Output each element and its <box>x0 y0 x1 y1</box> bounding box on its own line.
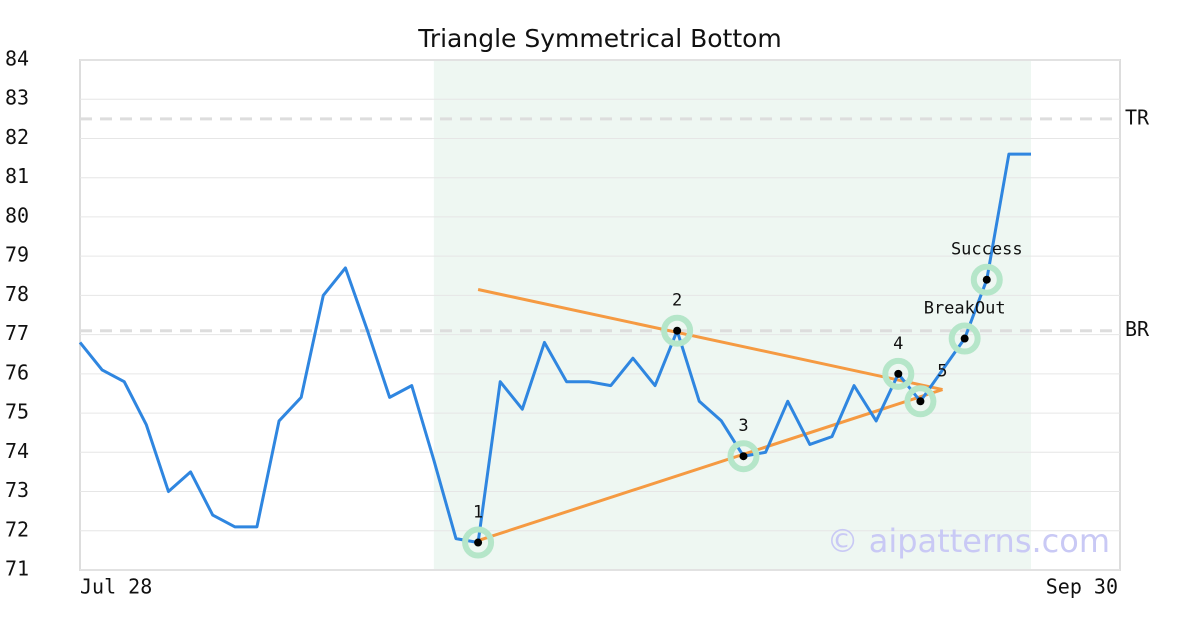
x-tick-label: Jul 28 <box>80 575 152 599</box>
trend-line <box>477 388 943 543</box>
trend-line <box>477 288 943 392</box>
price-line <box>78 152 1031 545</box>
watermark: © aipatterns.com <box>827 522 1110 560</box>
pattern-point-halo <box>727 440 760 473</box>
pattern-point-halo <box>462 526 495 559</box>
annotation-label: BreakOut <box>924 299 1006 319</box>
level-label: TR <box>1125 105 1150 129</box>
y-tick-label: 72 <box>5 517 29 541</box>
annotation-label: 3 <box>738 416 748 436</box>
y-tick-label: 78 <box>5 282 29 306</box>
y-tick-label: 73 <box>5 478 29 502</box>
y-tick-label: 71 <box>5 557 29 581</box>
level-label: BR <box>1125 317 1150 341</box>
pattern-point <box>982 275 991 284</box>
pattern-point <box>739 452 748 461</box>
y-tick-label: 80 <box>5 203 29 227</box>
pattern-point <box>960 334 969 343</box>
pattern-point-halo <box>661 314 694 347</box>
y-tick-label: 81 <box>5 164 29 188</box>
y-tick-label: 83 <box>5 86 29 110</box>
y-tick-label: 76 <box>5 360 29 384</box>
annotation-label: 2 <box>672 291 682 311</box>
chart-title: Triangle Symmetrical Bottom <box>417 24 782 53</box>
pattern-point-halo <box>970 263 1003 296</box>
y-tick-label: 79 <box>5 243 29 267</box>
pattern-point-halo <box>948 322 981 355</box>
pattern-point <box>673 326 682 335</box>
pattern-point <box>474 538 483 547</box>
pattern-point-halo <box>882 357 915 390</box>
pattern-point <box>894 369 903 378</box>
annotation-label: 4 <box>893 334 903 354</box>
y-tick-label: 77 <box>5 321 29 345</box>
annotation-label: 5 <box>937 361 947 381</box>
y-tick-label: 82 <box>5 125 29 149</box>
y-tick-label: 75 <box>5 400 29 424</box>
annotation-label: Success <box>951 240 1023 260</box>
y-tick-label: 74 <box>5 439 29 463</box>
annotation-label: 1 <box>473 503 483 523</box>
x-tick-label: Sep 30 <box>1046 575 1118 599</box>
pattern-point-halo <box>904 385 937 418</box>
y-tick-label: 84 <box>5 47 29 71</box>
pattern-region <box>433 61 1031 569</box>
pattern-point <box>916 397 925 406</box>
